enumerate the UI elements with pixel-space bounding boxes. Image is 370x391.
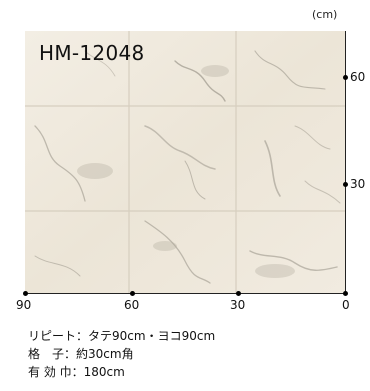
spec-list: リピート：タテ90cm・ヨコ90cm 格 子：約30cm角 有 効 巾：180c… [28,327,215,381]
unit-label: (cm) [312,8,338,21]
product-code: HM-12048 [39,41,145,65]
x-axis-dot-30 [236,291,241,296]
spec-value: 約30cm角 [76,347,134,361]
axis-origin-dot [343,291,348,296]
y-axis-dot-60 [343,75,348,80]
y-tick-30: 30 [350,177,366,191]
spec-label: リピート [28,329,77,343]
spec-width: 有 効 巾：180cm [28,365,125,379]
marble-tile-swatch: HM-12048 [25,31,345,293]
x-tick-30: 30 [230,298,246,312]
x-axis-line [25,293,345,294]
x-tick-60: 60 [124,298,140,312]
spec-value: タテ90cm・ヨコ90cm [88,329,216,343]
y-axis-dot-30 [343,182,348,187]
x-tick-90: 90 [16,298,32,312]
spec-label: 格 子 [28,347,65,361]
spec-value: 180cm [83,365,125,379]
y-tick-60: 60 [350,70,366,84]
spec-label: 有 効 巾 [28,365,72,379]
y-axis-line [345,31,346,293]
spec-repeat: リピート：タテ90cm・ヨコ90cm [28,329,216,343]
marble-texture [25,31,345,293]
x-tick-0: 0 [342,298,350,312]
x-axis-dot-90 [23,291,28,296]
spec-grid: 格 子：約30cm角 [28,347,134,361]
x-axis-dot-60 [130,291,135,296]
